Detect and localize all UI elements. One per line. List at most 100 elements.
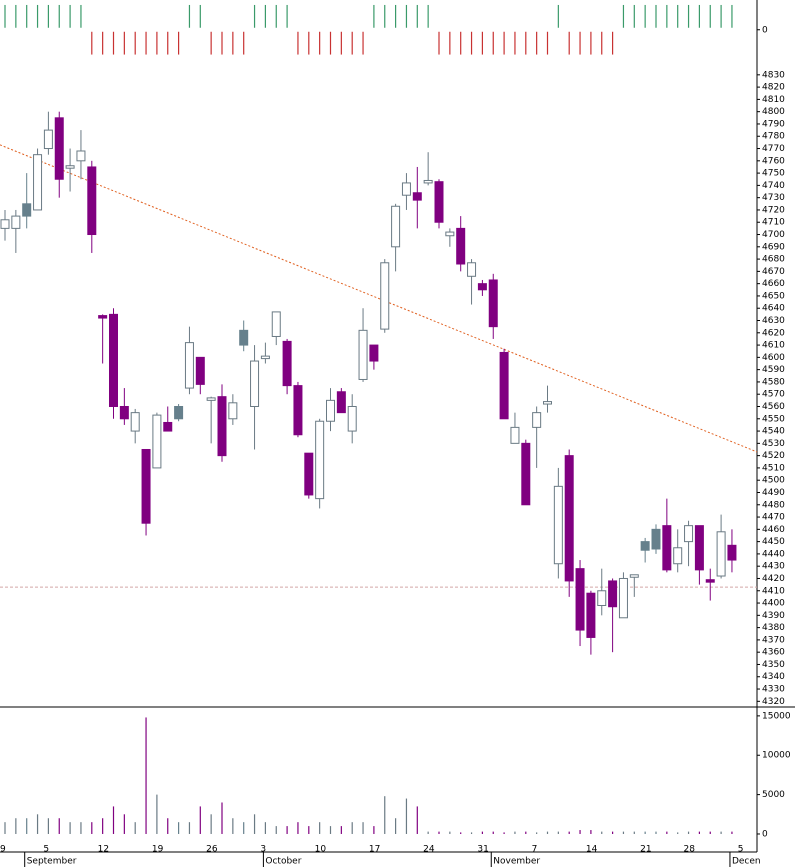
candle-body: [673, 547, 683, 565]
candle-body: [521, 442, 531, 506]
candle-body: [618, 577, 628, 619]
y-tick-label: 4330: [762, 685, 785, 695]
y-tick-label: 4530: [762, 439, 785, 449]
y-tick-label: 4390: [762, 611, 785, 621]
y-tick-label: 4580: [762, 377, 785, 387]
y-tick-label: 4820: [762, 83, 785, 93]
candle-body: [586, 592, 596, 638]
candle-body: [98, 315, 108, 319]
y-tick-label: 4740: [762, 181, 785, 191]
x-tick-label: 14: [586, 845, 598, 855]
y-tick-label: 4760: [762, 156, 785, 166]
y-tick-label: 4480: [762, 500, 785, 510]
month-label: November: [493, 857, 540, 867]
candle-body: [564, 455, 574, 582]
x-tick-label: 5: [738, 845, 744, 855]
candle-body: [293, 385, 303, 436]
candle-body: [109, 313, 118, 407]
y-tick-label: 4470: [762, 513, 785, 523]
volume-tick-label: 0: [762, 829, 768, 839]
candle-body: [684, 525, 694, 543]
y-tick-label: 4800: [762, 107, 785, 117]
candle-body: [304, 452, 314, 496]
candle-body: [43, 129, 53, 150]
y-tick-label: 4660: [762, 279, 785, 289]
x-tick-label: 12: [98, 845, 109, 855]
candle-body: [195, 356, 205, 385]
y-tick-label: 4620: [762, 328, 785, 338]
y-tick-label: 4540: [762, 427, 785, 437]
y-tick-label: 4410: [762, 586, 785, 596]
month-label: Decen: [732, 857, 761, 867]
y-tick-label: 4430: [762, 562, 785, 572]
y-tick-label: 4680: [762, 255, 785, 265]
y-tick-label: 4490: [762, 488, 785, 498]
candle-body: [326, 399, 335, 422]
candle-body: [163, 421, 173, 432]
candle-body: [727, 544, 737, 561]
y-tick-label: 4360: [762, 648, 785, 658]
candle-body: [532, 412, 542, 428]
y-tick-label: 4810: [762, 95, 785, 105]
candle-body: [369, 344, 379, 362]
candle-body: [651, 528, 661, 550]
y-tick-label: 4340: [762, 672, 785, 682]
y-tick-label: 4320: [762, 697, 785, 707]
candle-body: [76, 150, 86, 162]
volume-tick-label: 15000: [762, 711, 791, 721]
month-label: September: [27, 857, 77, 867]
y-tick-label: 4350: [762, 660, 785, 670]
candle-body: [22, 203, 32, 217]
candle-body: [423, 179, 433, 184]
y-tick-label: 4790: [762, 119, 785, 129]
candle-body: [54, 117, 64, 180]
candle-body: [271, 311, 281, 337]
candle-body: [315, 420, 325, 500]
candle-body: [391, 205, 401, 248]
y-tick-label: 4630: [762, 316, 785, 326]
y-tick-label: 4650: [762, 291, 785, 301]
candle-body: [250, 360, 260, 407]
candle-body: [184, 342, 194, 389]
y-tick-label: 4750: [762, 169, 785, 179]
candle-body: [206, 397, 216, 401]
x-tick-label: 19: [152, 845, 164, 855]
y-tick-label: 4640: [762, 304, 785, 314]
candle-body: [152, 414, 162, 469]
candle-body: [0, 219, 10, 229]
candle-body: [347, 405, 357, 432]
candle-body: [575, 568, 585, 631]
y-tick-label: 4700: [762, 230, 785, 240]
y-tick-label: 4710: [762, 218, 785, 228]
candle-body: [510, 426, 520, 444]
x-tick-label: 21: [640, 845, 651, 855]
y-tick-label: 4610: [762, 341, 785, 351]
candle-body: [380, 262, 390, 330]
y-tick-label: 4670: [762, 267, 785, 277]
y-tick-label: 4570: [762, 390, 785, 400]
candle-body: [33, 154, 43, 211]
x-tick-label: 24: [423, 845, 435, 855]
y-tick-label: 4450: [762, 537, 785, 547]
x-tick-label: 31: [477, 845, 488, 855]
x-tick-label: 26: [206, 845, 218, 855]
candle-body: [260, 355, 270, 360]
indicator-tick-label: 0: [762, 25, 768, 35]
candle-body: [705, 579, 715, 583]
candle-body: [141, 448, 151, 524]
y-tick-label: 4730: [762, 193, 785, 203]
candle-body: [119, 405, 129, 420]
y-tick-label: 4420: [762, 574, 785, 584]
candle-body: [336, 391, 346, 414]
candle-body: [228, 402, 238, 420]
candle-body: [467, 262, 477, 277]
volume-tick-label: 5000: [762, 790, 785, 800]
candle-body: [477, 283, 487, 291]
candle-body: [662, 525, 672, 571]
x-tick-label: 5: [43, 845, 49, 855]
x-tick-label: 7: [532, 845, 538, 855]
candle-body: [629, 574, 639, 578]
candle-body: [488, 279, 498, 328]
